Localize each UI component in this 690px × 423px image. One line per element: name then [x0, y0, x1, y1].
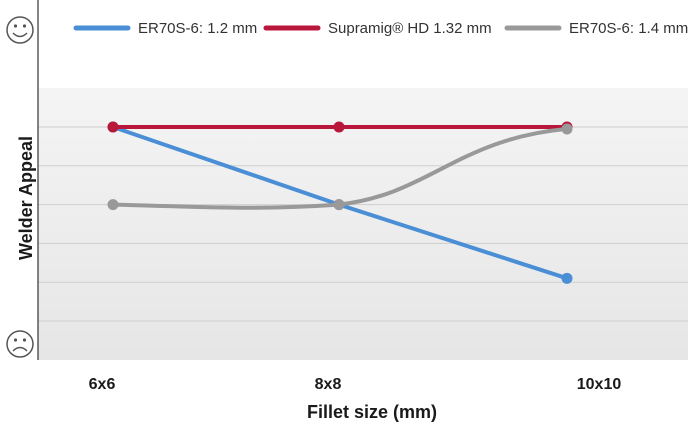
frowning-face-icon: [6, 330, 34, 358]
legend: ER70S-6: 1.2 mm Supramig® HD 1.32 mm ER70S…: [73, 20, 688, 37]
legend-label: Supramig® HD 1.32 mm: [328, 20, 492, 37]
y-axis-title: Welder Appeal: [16, 136, 36, 260]
x-tick-label: 8x8: [315, 376, 342, 393]
legend-label: ER70S-6: 1.4 mm: [569, 20, 688, 37]
data-point: [333, 121, 345, 133]
series-3: [107, 123, 573, 211]
legend-item: ER70S-6: 1.2 mm: [73, 20, 257, 37]
data-point: [107, 121, 119, 133]
x-tick-labels: 6x6 8x8 10x10: [89, 376, 622, 393]
plot-background: [38, 88, 688, 360]
data-point: [333, 199, 345, 211]
data-point: [561, 272, 573, 284]
plot-top-area: [38, 0, 688, 88]
x-axis-title: Fillet size (mm): [307, 402, 437, 422]
x-tick-label: 10x10: [577, 376, 622, 393]
data-point: [107, 199, 119, 211]
smiley-face-icon: [6, 16, 34, 44]
legend-label: ER70S-6: 1.2 mm: [138, 20, 257, 37]
legend-item: Supramig® HD 1.32 mm: [263, 20, 492, 37]
x-tick-label: 6x6: [89, 376, 116, 393]
series-group: [107, 121, 573, 284]
data-point: [561, 123, 573, 135]
legend-item: ER70S-6: 1.4 mm: [504, 20, 688, 37]
